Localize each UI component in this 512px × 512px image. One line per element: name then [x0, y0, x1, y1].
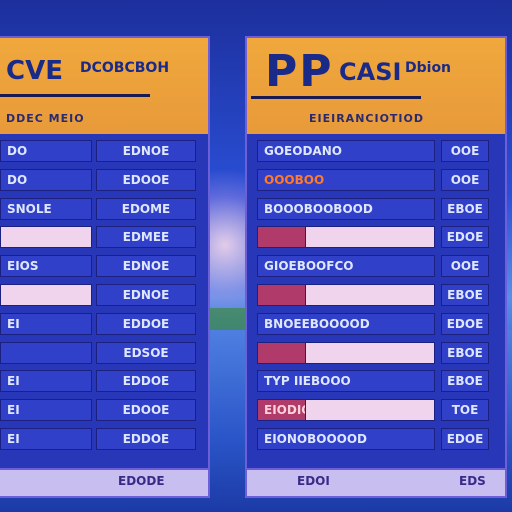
left-row-value: EDOOE [96, 168, 196, 191]
right-row-value: EBOE [441, 284, 489, 306]
left-row-name: EIOS [0, 255, 92, 278]
right-row-value: OOE [441, 255, 489, 278]
right-row-value: EDOE [441, 312, 489, 335]
left-row-value: EDDOE [96, 312, 196, 335]
left-row-value: EDOOE [96, 399, 196, 422]
right-row-name: BOOOBOOBOOD [257, 197, 435, 220]
right-row-name-extension [305, 399, 435, 422]
left-row-name: SNOLE [0, 197, 92, 220]
right-row-value: TOE [441, 399, 489, 422]
left-board-header [0, 38, 208, 134]
right-row-name: GOEODANO [257, 140, 435, 162]
left-row-value: EDDOE [96, 428, 196, 450]
left-row-name [0, 341, 92, 364]
left-board-code: CVE [6, 56, 63, 86]
right-row-value: EDOE [441, 226, 489, 249]
left-footer-label: EDODE [118, 474, 165, 488]
right-row-name: GIOEBOOFCO [257, 255, 435, 278]
left-row-name [0, 226, 92, 249]
left-row-name: DO [0, 140, 92, 162]
right-board-header [247, 38, 505, 134]
right-footer-label-a: EDOI [297, 474, 330, 488]
right-row-name-extension [305, 284, 435, 306]
left-row-value: EDSOE [96, 341, 196, 364]
left-board-subheader: DDEC MEIO [6, 112, 85, 125]
left-row-value: EDDOE [96, 370, 196, 393]
left-row-name: EI [0, 370, 92, 393]
left-departure-board: CVE DCOBCBOH DDEC MEIO DO EDNOE DO EDOOE SNO… [0, 36, 210, 498]
right-row-name-extension [305, 341, 435, 364]
right-row-name: BNOEEBOOOOD [257, 312, 435, 335]
right-row-name: OOOBOO [257, 168, 435, 191]
left-row-name: EI [0, 428, 92, 450]
left-row-name [0, 284, 92, 306]
left-row-value: EDMEE [96, 226, 196, 249]
right-board-title: CASI [339, 58, 402, 86]
left-row-value: EDNOE [96, 255, 196, 278]
right-row-name: EIONOBOOOOD [257, 428, 435, 450]
left-row-name: EI [0, 399, 92, 422]
right-row-value: EDOE [441, 428, 489, 450]
right-row-value: OOE [441, 140, 489, 162]
right-board-subheader: EIEIRANCIOTIOD [309, 112, 424, 125]
left-row-value: EDNOE [96, 140, 196, 162]
right-row-value: EBOE [441, 370, 489, 393]
right-row-name: TYP IIEBOOO [257, 370, 435, 393]
left-header-rule [0, 94, 150, 97]
right-header-rule [251, 96, 421, 99]
left-row-name: DO [0, 168, 92, 191]
right-board-code: PP [265, 46, 334, 97]
left-row-value: EDOME [96, 197, 196, 220]
right-departure-board: PP CASI Dbion EIEIRANCIOTIOD GOEODANO OOE… [245, 36, 507, 498]
left-board-footer: EDODE [0, 468, 208, 496]
right-row-value: EBOE [441, 341, 489, 364]
right-row-name-extension [305, 226, 435, 249]
left-row-name: EI [0, 312, 92, 335]
left-board-detail: DCOBCBOH [80, 60, 170, 76]
right-row-value: OOE [441, 168, 489, 191]
left-row-value: EDNOE [96, 284, 196, 306]
right-row-value: EBOE [441, 197, 489, 220]
right-footer-label-b: EDS [459, 474, 486, 488]
right-board-footer: EDOI EDS [247, 468, 505, 496]
right-board-detail: Dbion [405, 60, 452, 76]
